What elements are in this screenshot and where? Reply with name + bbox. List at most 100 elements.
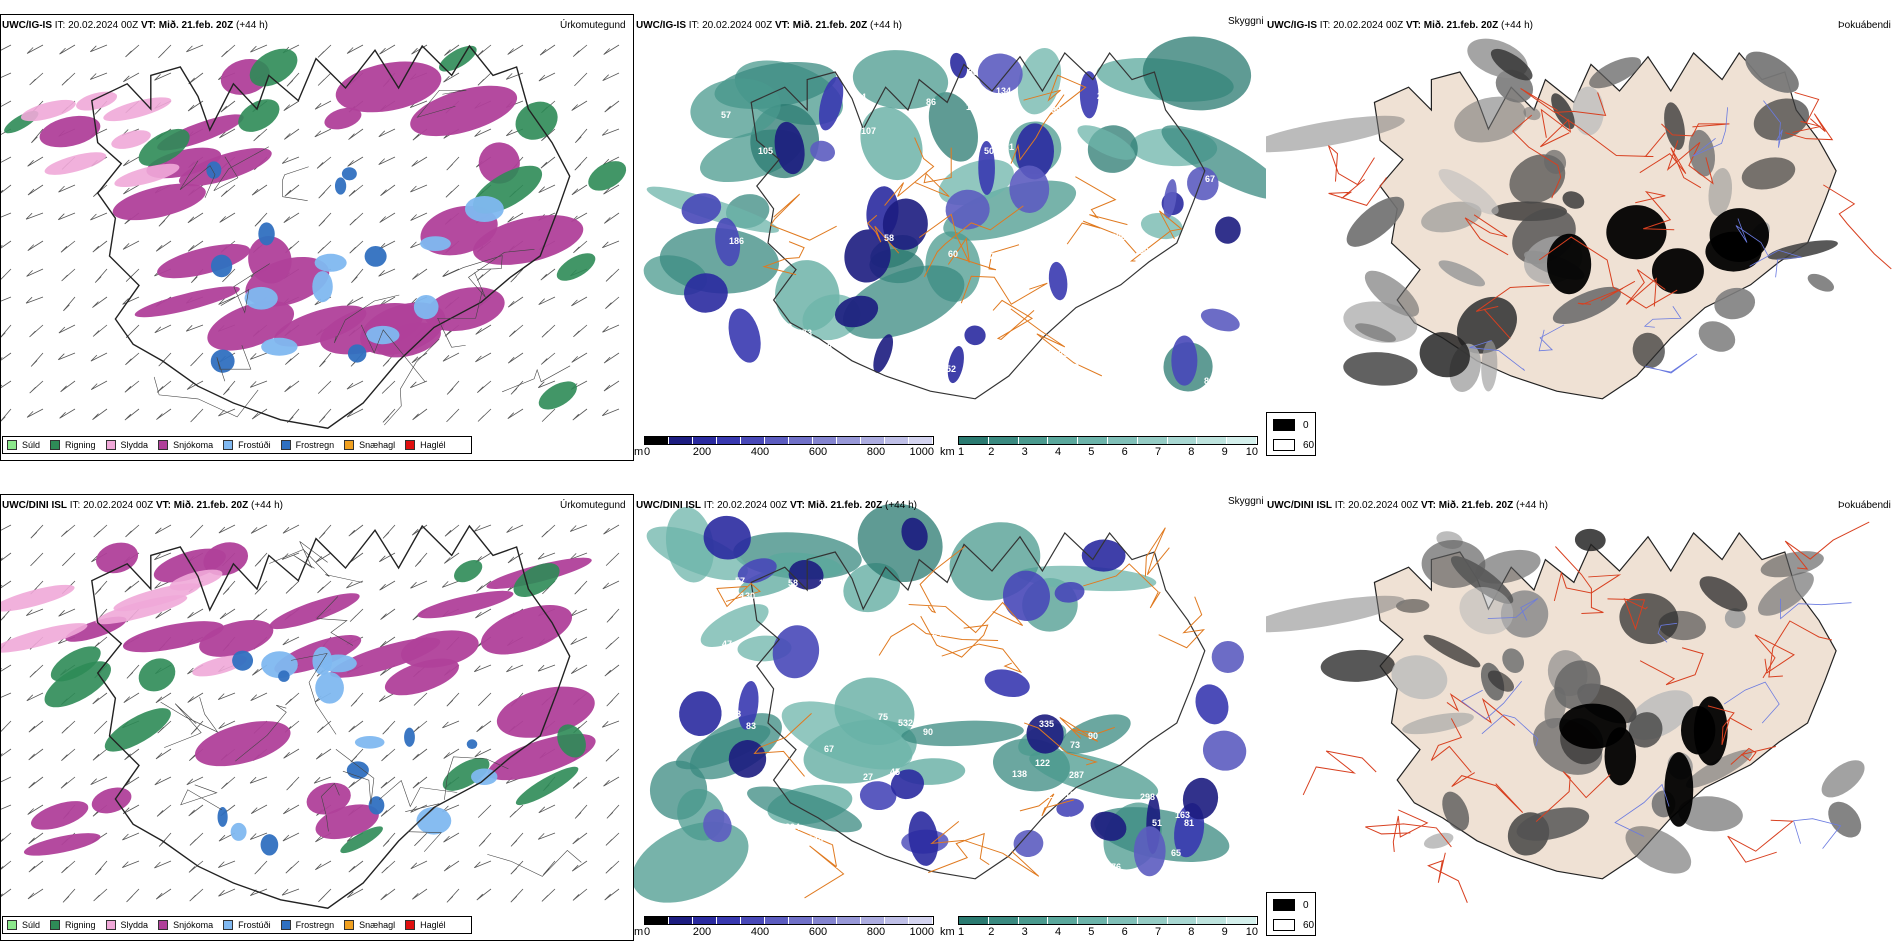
cloud-base-value-label: 98	[1166, 663, 1176, 673]
colorbar-tick-label: 9	[1221, 446, 1228, 458]
wind-barb	[123, 72, 140, 83]
colorbar-tick-label: 1000	[909, 926, 934, 938]
wind-barb	[507, 44, 524, 55]
wind-barb	[285, 352, 300, 365]
vt-value: Mið. 21.feb. 20Z	[158, 20, 234, 31]
wind-barb	[253, 128, 268, 142]
wind-barb	[1, 580, 12, 589]
wind-barb	[350, 692, 364, 707]
wind-barb	[570, 608, 588, 617]
wind-barb	[351, 268, 364, 283]
fog-area	[1481, 340, 1498, 392]
cloud-base-value-label: 71	[996, 257, 1006, 267]
river-line	[1538, 324, 1565, 352]
fog-area	[1364, 270, 1420, 317]
cloud-base-value-label: 241	[836, 860, 851, 870]
fog-area	[1391, 655, 1448, 700]
road-line	[1754, 634, 1795, 679]
cloud-base-value-label: 134	[996, 86, 1011, 96]
wind-barb	[410, 580, 428, 589]
low-cloud-base-area	[1215, 216, 1241, 244]
wind-barb	[604, 100, 620, 113]
legend-swatch	[158, 440, 169, 450]
road-line	[1328, 177, 1388, 206]
low-cloud-base-area	[978, 140, 995, 195]
wind-barb	[1, 72, 12, 78]
road-line	[1059, 716, 1115, 742]
low-cloud-base-area	[715, 217, 741, 267]
road-line	[220, 263, 270, 314]
wind-barb	[123, 776, 140, 788]
precip-legend-item: Snjókoma	[158, 440, 213, 450]
low-cloud-base-area	[950, 52, 968, 79]
road-line	[1511, 114, 1562, 199]
road-line	[1158, 596, 1206, 649]
colorbar-tick-label: 400	[750, 446, 770, 458]
wind-barb	[250, 524, 268, 534]
river-line	[1780, 598, 1852, 620]
wind-barb	[154, 860, 172, 869]
road-line	[920, 615, 989, 658]
river-line	[1692, 107, 1729, 157]
cloud-base-value-label: 102	[929, 331, 944, 341]
cloud-base-value-label: 65	[1171, 848, 1181, 858]
header-top-left: UWC/IG-IS IT: 20.02.2024 00Z VT: Mið. 21…	[2, 20, 268, 31]
wind-barb	[219, 128, 236, 139]
road-line	[1639, 647, 1704, 686]
wind-barb	[382, 832, 396, 847]
freezing-drizzle-area	[413, 295, 439, 320]
legend-label: Snjókoma	[173, 440, 214, 450]
road-line	[1784, 521, 1870, 570]
wind-barb	[540, 268, 556, 281]
cloud-base-value-label: 106	[1084, 280, 1099, 290]
wind-barb	[604, 664, 620, 677]
wind-barb	[92, 324, 108, 337]
road-line	[502, 365, 571, 393]
snow-area	[96, 542, 139, 574]
road-line	[919, 213, 970, 265]
cloud-base-value-label: 67	[1205, 174, 1215, 184]
colorbar-unit: m	[634, 926, 644, 938]
colorbar-strip	[644, 916, 934, 925]
legend-swatch	[223, 440, 234, 450]
road-line	[1302, 750, 1377, 796]
road-line	[960, 275, 1048, 305]
cloud-base-value-label: 47	[722, 639, 732, 649]
colorbar-segment	[885, 437, 909, 444]
low-cloud-base-area	[1133, 826, 1166, 877]
visibility-bar-top: km 1 2 3 4 5 6 7 8 9 10	[940, 436, 1266, 460]
road-line	[213, 146, 269, 191]
freezing-rain-area	[278, 670, 290, 682]
wind-barb	[29, 324, 44, 338]
snow-area	[473, 215, 584, 265]
freezing-drizzle-area	[464, 196, 504, 222]
wind-barb	[58, 352, 76, 361]
colorbar-tick-label: 4	[1054, 926, 1062, 938]
title-visibility-bottom: Skyggni	[1228, 496, 1264, 507]
wind-barb	[510, 860, 524, 875]
fog-area	[1757, 572, 1814, 616]
road-line	[437, 289, 483, 348]
wind-barb	[379, 580, 396, 591]
snow-area	[269, 593, 360, 630]
sleet-area	[1, 584, 75, 612]
precip-legend-item: Haglél	[405, 440, 446, 450]
wind-barb	[412, 776, 428, 789]
cloud-base-value-label: 48	[731, 709, 741, 719]
cloud-base-value-label: 45	[890, 767, 900, 777]
cloud-base-value-label: 220	[742, 294, 757, 304]
fog-area	[1699, 576, 1748, 612]
snow-area	[315, 804, 379, 840]
wind-barb	[349, 608, 364, 622]
cloud-base-visibility-panel-top: 79 52 686 106 24 681 38 156 59 385 187 352 190 107 134…	[634, 14, 1266, 461]
fog-legend-swatch	[1273, 439, 1295, 451]
low-cloud-base-area	[772, 625, 820, 679]
rain-area	[557, 724, 586, 758]
wind-barb	[574, 804, 588, 819]
colorbar-segment	[1227, 917, 1257, 924]
river-line	[1723, 681, 1780, 724]
wind-barb	[476, 44, 492, 57]
wind-barb	[283, 212, 300, 224]
wind-barb	[477, 380, 492, 394]
precip-type-panel-bottom	[0, 494, 634, 941]
